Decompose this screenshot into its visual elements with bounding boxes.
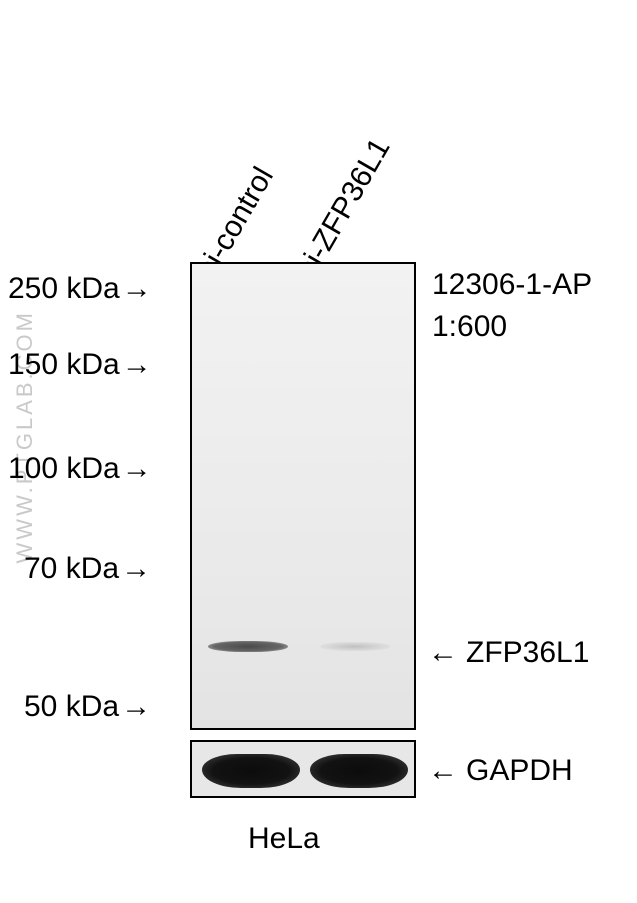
target-band-label: ← ZFP36L1 (428, 636, 589, 670)
mw-label: 70 kDa (24, 552, 119, 586)
antibody-dilution: 1:600 (432, 310, 507, 344)
antibody-catalog: 12306-1-AP (432, 268, 592, 302)
band-gapdh-lane1 (202, 754, 300, 788)
blot-membrane-main (190, 262, 416, 730)
blot-membrane-gapdh (190, 740, 416, 798)
arrow-right-icon: → (121, 552, 151, 586)
cell-line-label: HeLa (248, 822, 320, 856)
target-name: ZFP36L1 (466, 636, 589, 670)
band-zfp-lane2 (320, 642, 390, 651)
arrow-left-icon: ← (428, 754, 458, 788)
mw-marker-50: 50 kDa → (24, 690, 151, 724)
band-gapdh-lane2 (310, 754, 408, 788)
mw-marker-70: 70 kDa → (24, 552, 151, 586)
band-zfp-lane1 (208, 641, 288, 652)
mw-label: 50 kDa (24, 690, 119, 724)
arrow-left-icon: ← (428, 636, 458, 670)
loading-band-label: ← GAPDH (428, 754, 573, 788)
arrow-right-icon: → (122, 272, 152, 306)
loading-name: GAPDH (466, 754, 573, 788)
arrow-right-icon: → (122, 452, 152, 486)
mw-label: 100 kDa (8, 452, 120, 486)
mw-marker-100: 100 kDa → (8, 452, 152, 486)
mw-label: 150 kDa (8, 348, 120, 382)
mw-marker-250: 250 kDa → (8, 272, 152, 306)
mw-marker-150: 150 kDa → (8, 348, 152, 382)
arrow-right-icon: → (122, 348, 152, 382)
mw-label: 250 kDa (8, 272, 120, 306)
arrow-right-icon: → (121, 690, 151, 724)
figure-container: WWW.PTGLAB.COM si-control si-ZFP36L1 250… (0, 0, 637, 903)
